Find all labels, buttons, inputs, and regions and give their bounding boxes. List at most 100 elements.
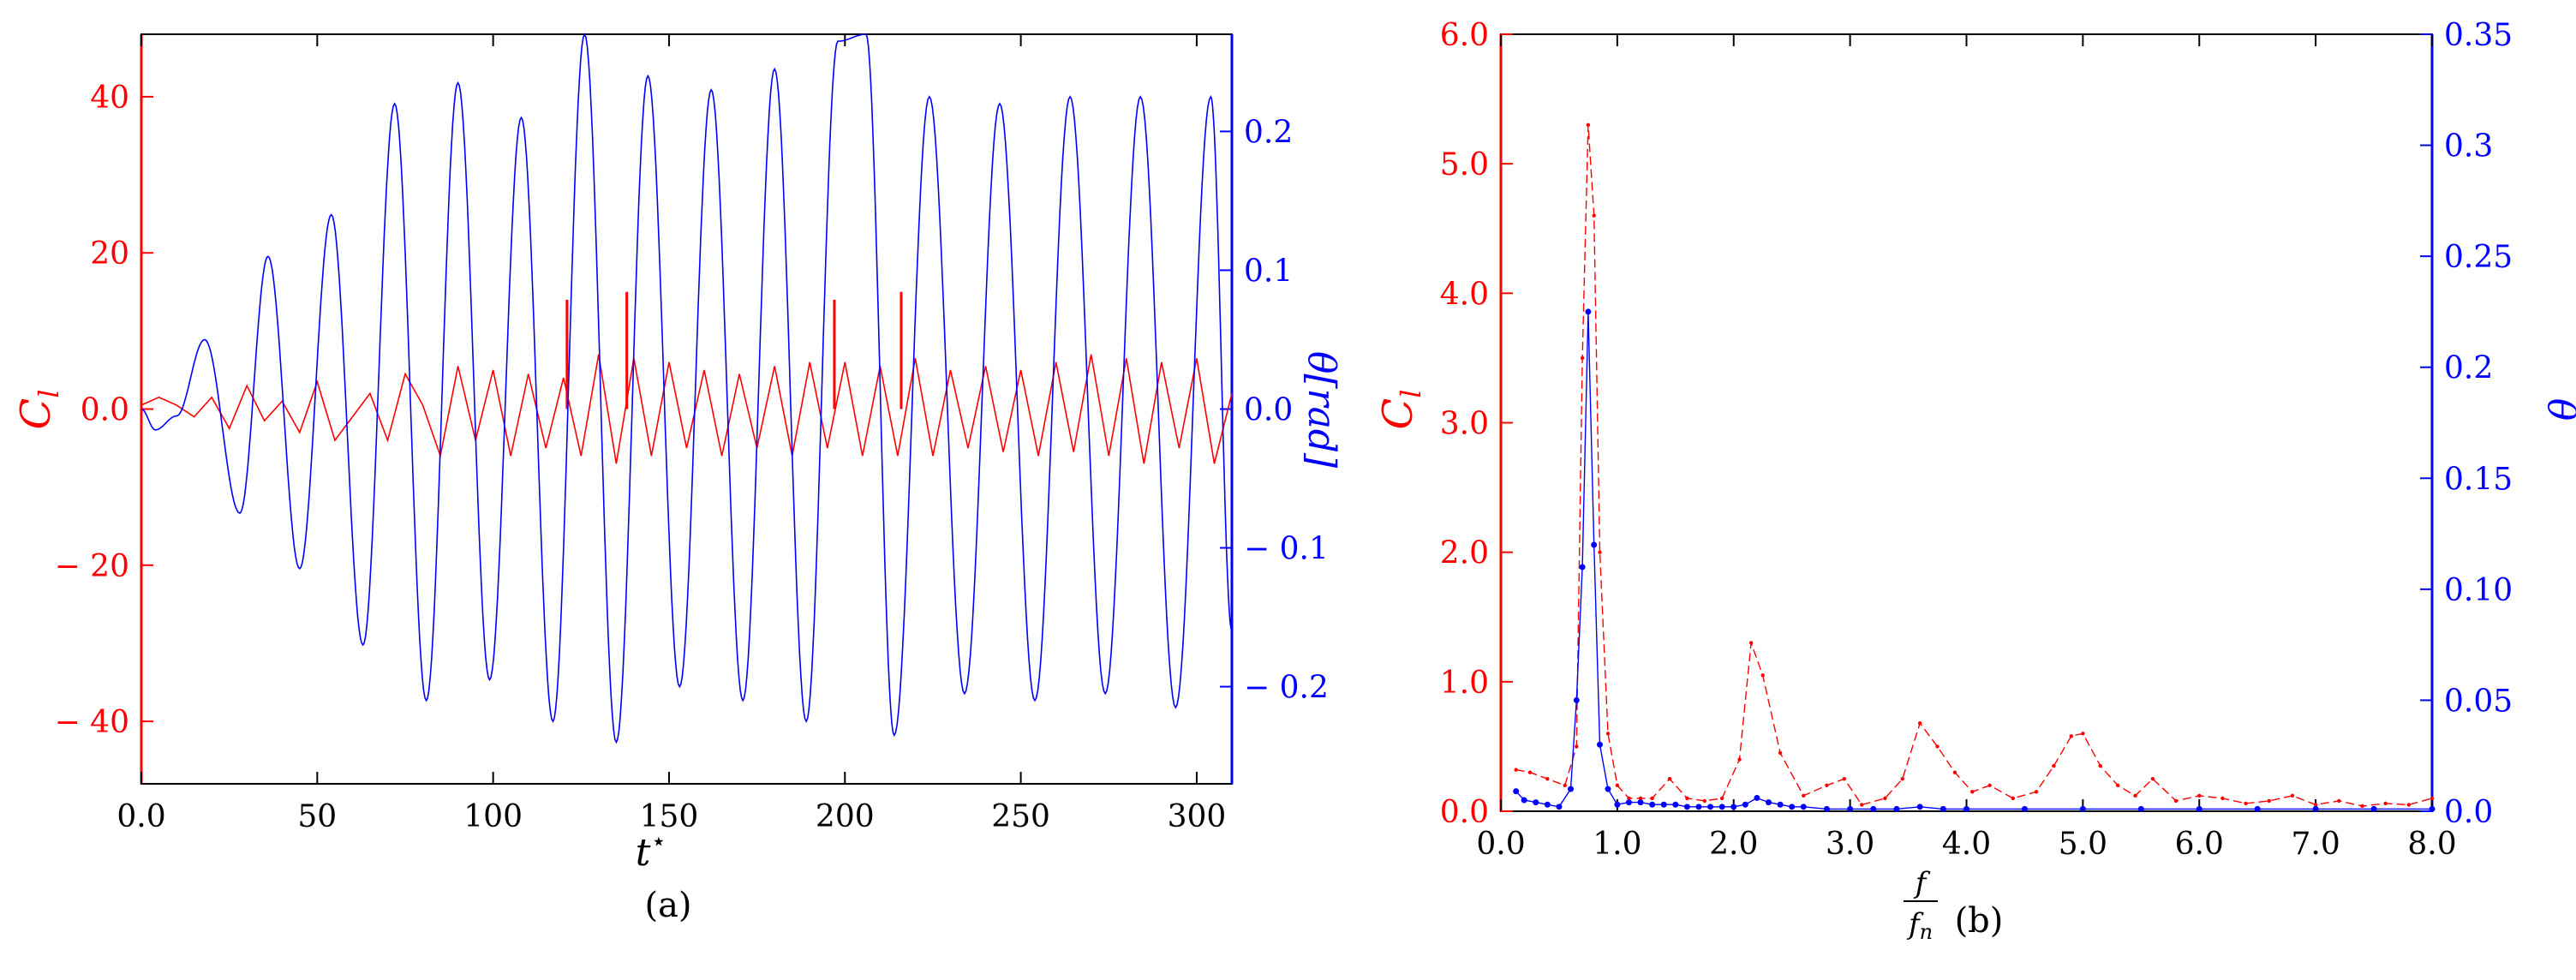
panel-b-series-left-point [1615,783,1620,787]
panel-b-y-right-tick-label: 0.10 [2444,573,2513,608]
panel-b-series-right-point [1596,741,1603,748]
panel-b-series-left-line [1515,124,2433,807]
panel-b-series-right-line [1515,311,2432,810]
panel-b-right-ticks: 0.0 0.05 0.10 0.15 0.2 0.25 0.3 0.35 [2420,18,2513,830]
panel-b-x-tick-label: 1.0 [1593,827,1641,862]
panel-b-series-left-point [1605,732,1611,736]
panel-b-series-left-point [2406,803,2412,807]
panel-b-y-right-tick-label: 0.35 [2444,18,2513,53]
panel-b-series-left-point [1719,796,1724,801]
panel-b-series-right-point [1916,804,1923,810]
panel-b-series-left-point [2150,777,2155,781]
panel-b-series-right-point [1544,801,1551,808]
panel-b-series-right-point [1766,799,1772,806]
panel-a-caption: (a) [644,886,691,925]
panel-b-series-left-point [2098,763,2102,768]
panel-a: 0.0 50 100 150 200 250 300 − 40 − 20 0.0 20 40 − 0… [12,33,1343,925]
panel-b-series-left-point [2430,796,2435,801]
panel-b-series-left-point [2034,790,2039,794]
panel-b-series-left-point [1900,777,1904,781]
panel-b-series-left-point [2115,783,2120,787]
panel-b-series-right-point [1625,799,1632,806]
panel-b-series-left-point [1627,796,1631,801]
panel-b-series-right-point [1672,801,1679,808]
panel-b-series-left-point [1685,796,1689,801]
panel-b-series-right-point [1939,805,1946,812]
panel-b-y-left-tick-label: 2.0 [1440,536,1489,571]
svg-text:f: f [1913,866,1931,900]
panel-a-left-ticks: − 40 − 20 0.0 20 40 [55,81,153,740]
panel-b-series-right-point [2429,805,2436,812]
panel-a-x-tick-label: 250 [991,799,1050,834]
panel-b-series-left-point [2313,803,2318,807]
panel-b-series-left-point [1575,744,1579,749]
panel-a-x-tick-label: 50 [297,799,337,834]
panel-b-series-left-point [1917,721,1922,726]
panel-b-series-left-point [2383,801,2388,806]
svg-text:fn: fn [1906,907,1933,944]
panel-b-series-left-point [1802,793,1806,798]
panel-b-series-right-point [1568,786,1575,792]
panel-b-x-tick-label: 0.0 [1476,827,1525,862]
panel-b-y-right-tick-label: 0.3 [2444,129,2493,164]
panel-b-series-right-point [2312,805,2319,812]
panel-b-series-left-point [1545,777,1550,781]
panel-b-series-right-point [1754,794,1760,801]
panel-b-y-right-tick-label: 0.05 [2444,684,2513,719]
panel-b-series-right-point [1893,805,1900,812]
panel-b-series-right-point [1683,804,1690,810]
panel-b-series-right-point [2370,805,2377,812]
panel-b-series-right-point [2137,805,2144,812]
panel-b-series-right-point [2079,805,2086,812]
panel-b-series-right-point [1777,801,1784,808]
panel-b-y-left-tick-label: 4.0 [1440,277,1489,312]
panel-b-x-tick-label: 5.0 [2059,827,2107,862]
panel-a-y-right-tick-label: 0.2 [1244,115,1293,150]
panel-b-series-right-point [1789,804,1796,810]
panel-b-x-tick-label: 6.0 [2175,827,2224,862]
panel-b-series-left-point [2069,734,2073,738]
panel-b-series-right-point [1800,804,1807,810]
panel-a-x-tick-label: 100 [463,799,523,834]
panel-b-series-left-point [1563,783,1567,787]
panel-a-y-left-tick-label: − 40 [55,705,129,740]
panel-a-series-right-line [140,33,1233,744]
panel-b-y-left-tick-label: 1.0 [1440,666,1489,701]
panel-b-left-ticks: 0.0 1.0 2.0 3.0 4.0 5.0 6.0 [1440,18,1513,830]
panel-b-series-right-point [1521,797,1527,804]
panel-b-series-left-point [1737,757,1742,762]
panel-b-series-left-point [2081,732,2085,736]
panel-a-x-tick-label: 300 [1168,799,1227,834]
panel-b-series-right-point [2021,805,2028,812]
panel-b-y-left-tick-label: 0.0 [1440,795,1489,830]
panel-b-plot-area [1513,122,2436,812]
panel-a-y-left-tick-label: − 20 [55,549,129,584]
panel-b-series-left-point [1592,213,1596,218]
panel-b-x-ticks: 0.0 1.0 2.0 3.0 4.0 5.0 6.0 7.0 8.0 [1476,34,2457,862]
panel-a-y-left-tick-label: 20 [90,236,129,272]
panel-b-series-right-point [1963,805,1969,812]
panel-b-series-left-point [2290,793,2295,798]
panel-b-series-right-point [1730,804,1737,810]
panel-b-series-left-point [1778,750,1783,756]
panel-b-series-right-point [1637,799,1644,806]
panel-b-series-left-point [1702,798,1706,804]
panel-b-series-left-point [1650,796,1654,801]
panel-b-series-left-point [1638,796,1643,801]
panel-a-ylabel-right: θ[rad] [1300,351,1343,469]
panel-b-series-right-point [1579,564,1586,571]
panel-a-y-left-tick-label: 0.0 [81,393,129,428]
panel-a-y-right-tick-label: 0.1 [1244,254,1293,289]
panel-b-series-left-point [2197,793,2202,798]
panel-b-x-tick-label: 8.0 [2407,827,2456,862]
panel-b-y-left-tick-label: 5.0 [1440,147,1489,182]
panel-b-series-right-point [1847,805,1854,812]
panel-a-x-tick-label: 0.0 [117,799,165,834]
panel-b-series-right-point [1513,788,1520,795]
panel-b-y-right-tick-label: 0.15 [2444,462,2513,497]
panel-b-x-tick-label: 2.0 [1709,827,1758,862]
panel-b-caption: (b) [1955,901,2004,941]
panel-b-series-left-point [1527,770,1533,774]
panel-a-plot-area [140,33,1233,744]
panel-b-series-left-point [1667,777,1672,781]
